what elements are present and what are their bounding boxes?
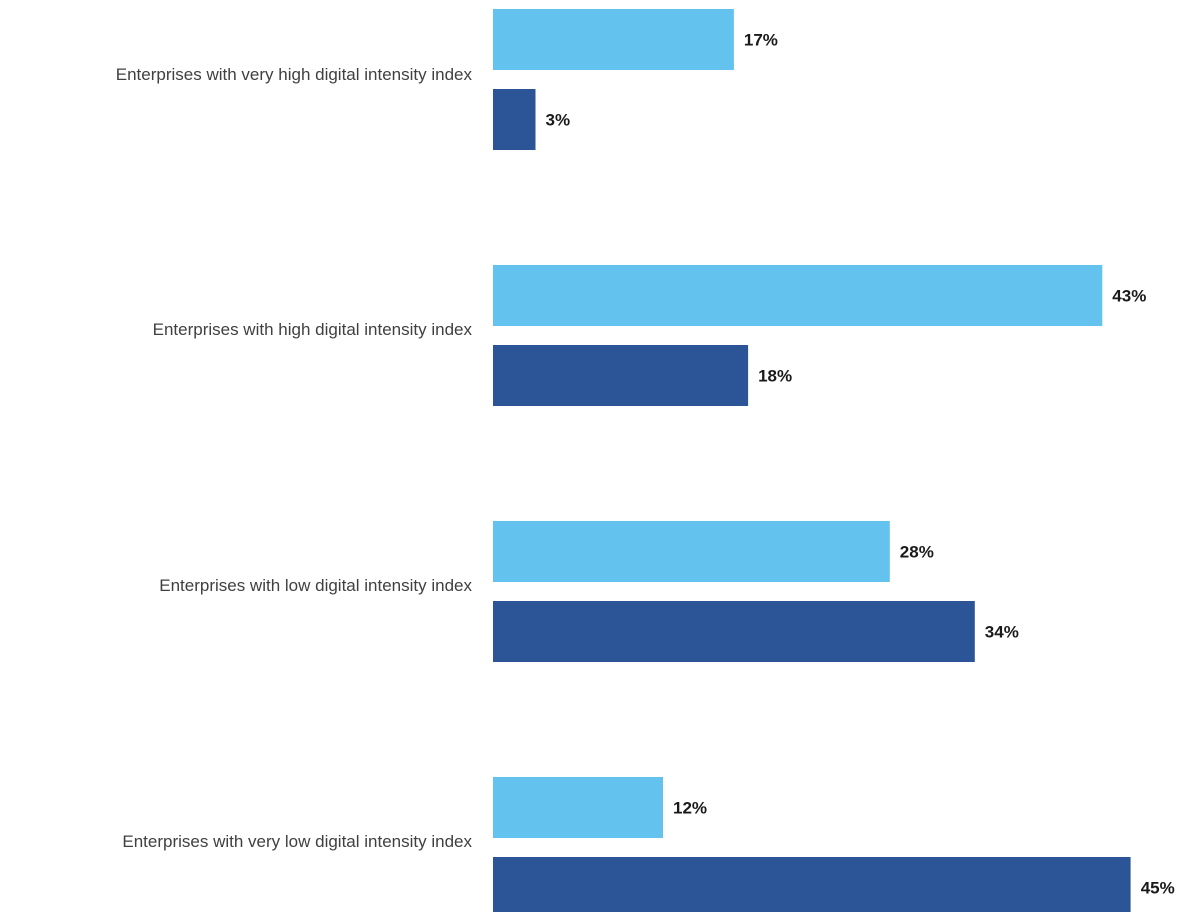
value-label: 45% (1141, 879, 1175, 898)
value-labels-group: 17% 3% 43% 18% 28% 34% 12% 45% (546, 31, 1175, 898)
bar (493, 265, 1103, 326)
bar (493, 777, 663, 838)
value-label: 34% (985, 623, 1019, 642)
category-label: Enterprises with high digital intensity … (153, 320, 473, 339)
bar (493, 857, 1131, 912)
category-label: Enterprises with low digital intensity i… (159, 576, 472, 595)
value-label: 43% (1112, 287, 1146, 306)
category-label: Enterprises with very low digital intens… (122, 832, 472, 851)
value-label: 28% (900, 543, 934, 562)
value-label: 18% (758, 367, 792, 386)
bar (493, 345, 749, 406)
value-label: 17% (744, 31, 778, 50)
category-label: Enterprises with very high digital inten… (116, 65, 473, 84)
bar (493, 89, 536, 150)
value-label: 3% (546, 111, 571, 130)
bars-group (493, 9, 1131, 912)
bar (493, 601, 975, 662)
bar (493, 521, 890, 582)
category-labels: Enterprises with very high digital inten… (116, 65, 473, 851)
bar (493, 9, 734, 70)
value-label: 12% (673, 799, 707, 818)
